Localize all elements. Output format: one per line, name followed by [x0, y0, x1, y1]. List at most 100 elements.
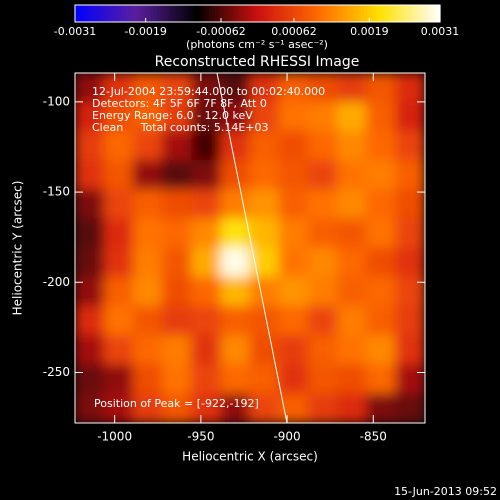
colorbar-swatch — [433, 5, 438, 22]
colorbar-swatch — [132, 5, 137, 22]
image-cell — [75, 160, 105, 191]
image-cell — [220, 364, 251, 395]
image-cell — [103, 247, 134, 278]
image-cell — [249, 189, 280, 220]
image-cell — [278, 335, 309, 366]
colorbar-swatch — [309, 5, 313, 22]
image-cell — [220, 393, 251, 423]
colorbar-swatch — [166, 5, 170, 22]
image-cell — [337, 393, 368, 423]
image-cell — [395, 247, 425, 278]
colorbar-swatch — [224, 5, 228, 22]
peak-label: Position of Peak = [-922,-192] — [94, 397, 259, 410]
colorbar-tick-label: -0.0031 — [54, 25, 96, 38]
image-cell — [132, 393, 163, 423]
image-cell — [307, 305, 338, 336]
colorbar-swatch — [254, 5, 259, 22]
y-axis-label: Heliocentric Y (arcsec) — [11, 181, 25, 316]
colorbar-swatch — [193, 5, 198, 22]
colorbar-swatch — [199, 5, 204, 22]
colorbar-swatch — [135, 5, 140, 22]
x-axis-label: Heliocentric X (arcsec) — [182, 450, 318, 464]
image-cell — [191, 335, 222, 366]
colorbar-swatch — [233, 5, 237, 22]
colorbar-swatch — [245, 5, 249, 22]
image-cell — [191, 189, 222, 220]
image-cell — [75, 393, 105, 423]
x-tick-label: -900 — [273, 430, 300, 444]
colorbar-swatch — [269, 5, 274, 22]
image-cell — [162, 393, 193, 423]
image-cell — [337, 305, 368, 336]
image-cell — [307, 218, 338, 249]
image-cell — [395, 160, 425, 191]
colorbar-swatch — [239, 5, 243, 22]
colorbar-tick-label: 0.00062 — [271, 25, 317, 38]
image-cell — [249, 276, 280, 307]
image-cell — [132, 276, 163, 307]
image-cell — [103, 305, 134, 336]
colorbar-swatch — [382, 5, 386, 22]
colorbar-swatch — [120, 5, 125, 22]
colorbar-swatch — [351, 5, 356, 22]
image-cell — [366, 305, 397, 336]
image-cell — [249, 393, 280, 423]
image-cell — [191, 73, 222, 103]
image-cell — [395, 73, 425, 103]
colorbar-swatch — [388, 5, 392, 22]
image-cell — [366, 247, 397, 278]
image-cell — [249, 218, 280, 249]
image-cell — [307, 364, 338, 395]
image-cell — [191, 218, 222, 249]
annotation: Energy Range: 6.0 - 12.0 keV — [92, 109, 253, 122]
colorbar-swatch — [111, 5, 116, 22]
image-cell — [162, 218, 193, 249]
image-cell — [307, 189, 338, 220]
colorbar-tick-label: 0.0019 — [350, 25, 389, 38]
colorbar-swatch — [251, 5, 256, 22]
image-cell — [307, 73, 338, 103]
colorbar-swatch — [360, 5, 365, 22]
image-cell — [103, 160, 134, 191]
colorbar-swatch — [78, 5, 82, 22]
colorbar-swatch — [163, 5, 167, 22]
colorbar-swatch — [105, 5, 110, 22]
image-cell — [103, 73, 134, 103]
image-cell — [278, 160, 309, 191]
colorbar-swatch — [345, 5, 350, 22]
image-cell — [249, 101, 280, 132]
image-cell — [103, 189, 134, 220]
image-cell — [307, 393, 338, 423]
annotation: Detectors: 4F 5F 6F 7F 8F, Att 0 — [92, 97, 267, 110]
image-cell — [249, 335, 280, 366]
colorbar-swatch — [148, 5, 152, 22]
image-cell — [132, 189, 163, 220]
colorbar-swatch — [300, 5, 304, 22]
image-cell — [278, 189, 309, 220]
colorbar-swatch — [154, 5, 158, 22]
image-cell — [191, 305, 222, 336]
image-cell — [249, 73, 280, 103]
colorbar-swatch — [275, 5, 280, 22]
image-cell — [337, 247, 368, 278]
image-cell — [395, 276, 425, 307]
image-cell — [366, 364, 397, 395]
image-cell — [103, 101, 134, 132]
colorbar-swatch — [236, 5, 240, 22]
colorbar-swatch — [160, 5, 164, 22]
image-cell — [307, 101, 338, 132]
colorbar-swatch — [184, 5, 189, 22]
image-cell — [103, 364, 134, 395]
image-cell — [395, 305, 425, 336]
image-cell — [278, 276, 309, 307]
colorbar-swatch — [427, 5, 432, 22]
image-cell — [103, 218, 134, 249]
image-cell — [395, 393, 425, 423]
image-cell — [337, 73, 368, 103]
image-cell — [191, 276, 222, 307]
colorbar-swatch — [75, 5, 79, 22]
image-cell — [395, 335, 425, 366]
colorbar-swatch — [211, 5, 216, 22]
colorbar-swatch — [272, 5, 277, 22]
colorbar-swatch — [214, 5, 219, 22]
